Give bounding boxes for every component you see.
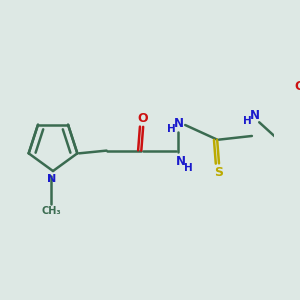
Text: H: H xyxy=(184,163,192,173)
Text: N: N xyxy=(250,110,260,122)
Text: O: O xyxy=(138,112,148,125)
Text: CH₃: CH₃ xyxy=(41,206,61,216)
Text: N: N xyxy=(46,174,56,184)
Text: H: H xyxy=(167,124,176,134)
Text: N: N xyxy=(176,155,186,168)
Text: H: H xyxy=(243,116,252,126)
Text: N: N xyxy=(174,117,184,130)
Text: S: S xyxy=(214,166,224,179)
Text: O: O xyxy=(294,80,300,93)
